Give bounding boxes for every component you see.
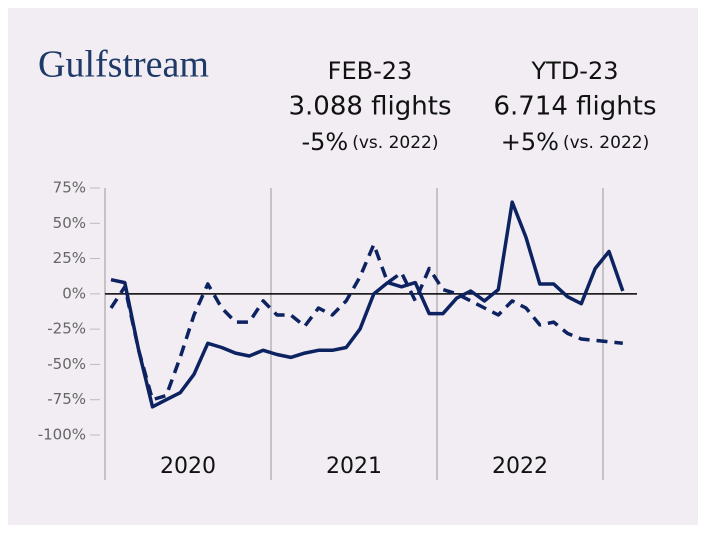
kpi-period: FEB-23 [328,57,413,85]
kpi-note: (vs. 2022) [563,133,649,153]
y-tick-label: -100% [38,426,86,444]
x-year-label: 2022 [492,454,548,479]
y-tick-label: -75% [47,390,86,408]
kpi-note: (vs. 2022) [352,133,438,153]
kpi-change: +5% (vs. 2022) [501,128,649,156]
kpi-value: 3.088 flights [288,92,451,122]
panel [8,8,698,525]
kpi-change: -5% (vs. 2022) [302,128,439,156]
x-year-label: 2020 [160,454,216,479]
solid-line [110,200,625,409]
y-tick-label: -25% [47,320,86,338]
y-tick-label: -50% [47,355,86,373]
y-tick-label: 50% [53,214,86,232]
kpi-period: YTD-23 [531,57,619,85]
y-tick-label: 75% [53,179,86,197]
y-tick-label: 25% [53,249,86,267]
kpi-value: 6.714 flights [493,92,656,122]
kpi-change-value: -5% [302,128,349,156]
y-tick-label: 0% [62,284,86,302]
brand-logo: Gulfstream [38,44,209,86]
dashed-line [109,242,623,402]
kpi-change-value: +5% [501,128,559,156]
x-year-label: 2021 [326,454,382,479]
